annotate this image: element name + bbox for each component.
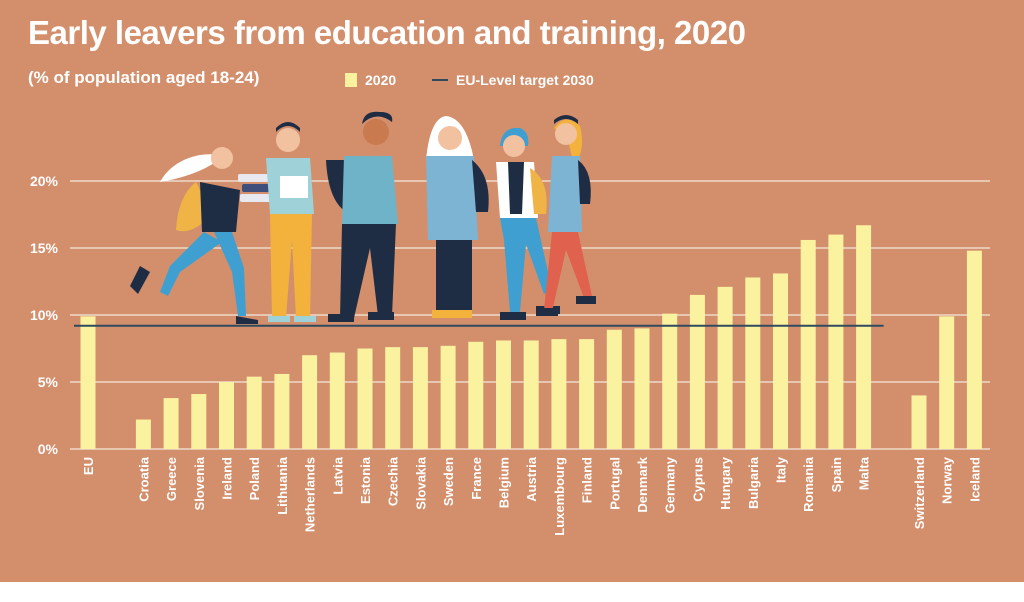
bar-malta — [856, 225, 872, 449]
y-tick-label: 20% — [30, 173, 59, 189]
bar-norway — [939, 316, 955, 449]
y-tick-label: 0% — [38, 441, 59, 457]
bar-latvia — [329, 352, 345, 449]
x-tick-label: Spain — [829, 457, 844, 492]
x-tick-label: EU — [81, 457, 96, 475]
x-tick-label: Austria — [524, 456, 539, 502]
x-tick-label: Germany — [663, 456, 678, 513]
x-tick-label: Lithuania — [275, 456, 290, 515]
x-tick-label: Croatia — [136, 456, 151, 502]
x-tick-label: Finland — [580, 457, 595, 503]
x-tick-label: France — [469, 457, 484, 500]
x-tick-label: Switzerland — [912, 457, 927, 529]
x-tick-label: Norway — [940, 456, 955, 504]
y-tick-label: 5% — [38, 374, 59, 390]
x-tick-label: Denmark — [635, 456, 650, 512]
x-tick-label: Iceland — [967, 457, 982, 502]
student-figure — [130, 147, 276, 324]
x-tick-label: Czechia — [386, 456, 401, 506]
y-tick-label: 10% — [30, 307, 59, 323]
bar-iceland — [966, 250, 982, 449]
x-tick-label: Ireland — [220, 457, 235, 500]
legend-bar-label: 2020 — [365, 72, 397, 88]
bar-estonia — [357, 348, 373, 449]
x-tick-label: Italy — [774, 456, 789, 483]
bar-hungary — [717, 286, 733, 449]
bar-layer: EU Croatia Greece Slovenia Ireland Poland Lith… — [80, 225, 982, 536]
bar-denmark — [634, 328, 650, 449]
x-tick-label: Cyprus — [690, 457, 705, 502]
x-tick-label: Greece — [164, 457, 179, 501]
bar-portugal — [606, 329, 622, 449]
x-tick-label: Latvia — [330, 456, 345, 494]
bar-czechia — [385, 347, 401, 449]
bar-croatia — [135, 419, 151, 449]
x-tick-label: Estonia — [358, 456, 373, 504]
x-tick-label: Poland — [247, 457, 262, 500]
bar-slovakia — [412, 347, 428, 449]
x-tick-label: Luxembourg — [552, 457, 567, 536]
x-tick-label: Belgium — [497, 457, 512, 508]
bar-finland — [579, 339, 595, 449]
bar-greece — [163, 398, 179, 449]
bar-sweden — [440, 345, 456, 449]
bar-poland — [246, 376, 262, 449]
chart-title: Early leavers from education and trainin… — [28, 14, 746, 51]
bar-ireland — [219, 382, 234, 449]
x-tick-label: Hungary — [718, 456, 733, 510]
x-tick-label: Slovakia — [413, 456, 428, 510]
student-figure — [536, 115, 596, 316]
legend-item-target: EU-Level target 2030 — [432, 70, 594, 90]
bar-bulgaria — [745, 277, 761, 449]
bar-eu — [80, 316, 96, 449]
bar-germany — [662, 313, 678, 449]
bar-france — [468, 341, 484, 449]
bottom-margin — [0, 582, 1024, 602]
x-tick-label: Malta — [857, 456, 872, 490]
bar-italy — [773, 273, 788, 449]
bar-luxembourg — [551, 339, 567, 449]
legend-line-label: EU-Level target 2030 — [456, 72, 594, 88]
bar-switzerland — [911, 395, 927, 449]
legend-bar-swatch — [345, 73, 357, 87]
student-figure — [426, 116, 489, 318]
student-figure — [496, 127, 560, 320]
bar-lithuania — [274, 373, 290, 449]
bar-netherlands — [302, 355, 318, 449]
legend-item-2020: 2020 — [345, 70, 396, 90]
bar-austria — [523, 340, 539, 449]
legend-line-swatch — [432, 79, 448, 81]
chart-subtitle: (% of population aged 18-24) — [28, 68, 260, 87]
x-tick-label: Slovenia — [192, 456, 207, 510]
student-figure — [266, 122, 316, 322]
y-tick-label: 15% — [30, 240, 59, 256]
students-illustration — [130, 111, 596, 324]
bar-cyprus — [689, 294, 705, 449]
bar-spain — [828, 234, 844, 449]
bar-slovenia — [191, 394, 207, 449]
bar-belgium — [496, 340, 511, 449]
x-tick-label: Netherlands — [303, 457, 318, 532]
x-tick-label: Romania — [801, 456, 816, 512]
bar-romania — [800, 239, 816, 449]
x-tick-label: Portugal — [607, 457, 622, 510]
x-tick-label: Bulgaria — [746, 456, 761, 509]
student-figure — [326, 111, 398, 322]
x-tick-label: Sweden — [441, 457, 456, 506]
